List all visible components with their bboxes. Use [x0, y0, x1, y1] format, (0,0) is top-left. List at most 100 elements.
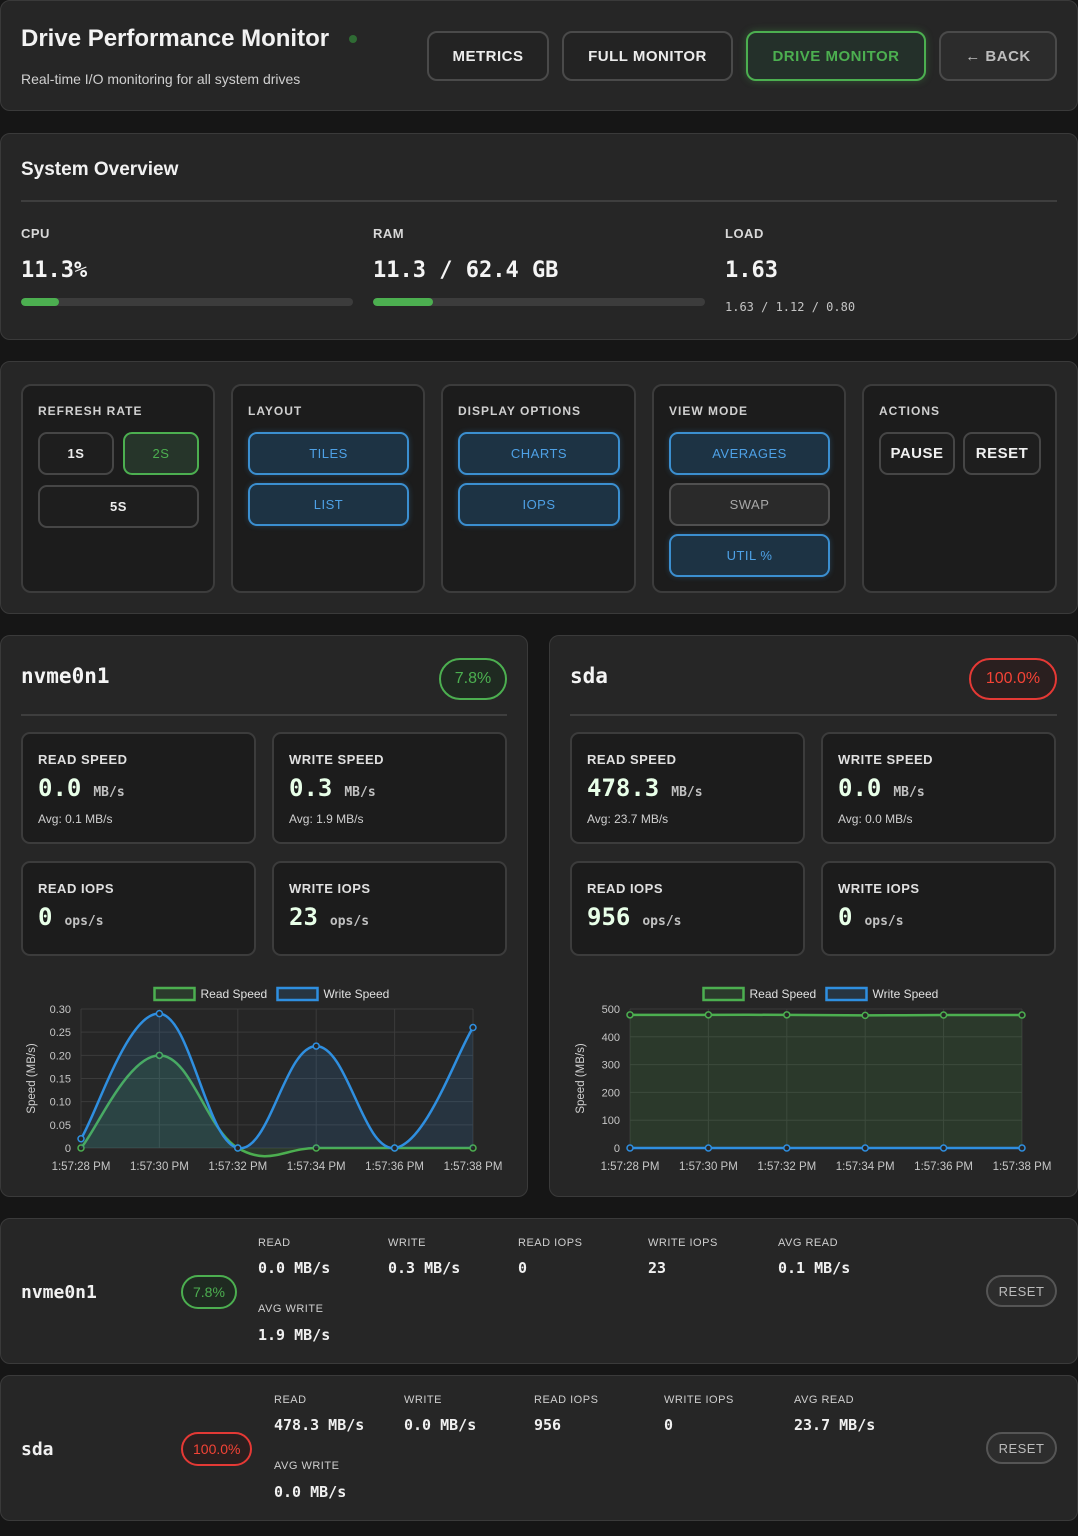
read-speed-avg: Avg: 0.1 MB/s — [38, 812, 113, 826]
app-title: Drive Performance Monitor — [21, 25, 330, 52]
y-tick-label: 300 — [602, 1060, 620, 1072]
legend-swatch — [276, 986, 319, 1002]
data-point — [939, 1011, 948, 1019]
row-write-value: 0.0 MB/s — [404, 1416, 477, 1434]
full-monitor-button[interactable]: FULL MONITOR — [562, 31, 733, 81]
row-avg-read-value: 0.1 MB/s — [778, 1259, 851, 1277]
row-write-iops-value: 0 — [664, 1416, 674, 1434]
actions-group: ACTIONS PAUSE RESET — [862, 384, 1057, 593]
read-speed-tile: READ SPEED 0.0 MB/s Avg: 0.1 MB/s — [21, 732, 256, 844]
ram-value: 11.3 / 62.4 GB — [373, 258, 559, 283]
drive-card-nvme0n1: nvme0n1 7.8% READ SPEED 0.0 MB/s Avg: 0.1… — [0, 635, 528, 1197]
layout-label: LAYOUT — [248, 404, 303, 418]
write-speed-label: WRITE SPEED — [838, 752, 934, 767]
iops-toggle-button[interactable]: IOPS — [458, 483, 620, 526]
read-speed-tile: READ SPEED 478.3 MB/s Avg: 23.7 MB/s — [570, 732, 805, 844]
ram-label: RAM — [373, 226, 405, 241]
read-iops-tile: READ IOPS 0 ops/s — [21, 861, 256, 956]
legend-swatch — [153, 986, 196, 1002]
read-speed-label: READ SPEED — [587, 752, 677, 767]
y-axis-label: Speed (MB/s) — [575, 1043, 587, 1113]
row-util-badge: 100.0% — [181, 1432, 253, 1466]
reset-button[interactable]: RESET — [963, 432, 1041, 475]
y-axis-label: Speed (MB/s) — [26, 1043, 38, 1113]
value-text: 0 — [38, 903, 53, 931]
system-overview-panel: System Overview CPU 11.3% RAM 11.3 / 62.… — [0, 133, 1078, 340]
util-toggle-button[interactable]: UTIL % — [669, 534, 830, 577]
metrics-button[interactable]: METRICS — [427, 31, 549, 81]
value-text: 0.0 — [38, 774, 82, 802]
series-line — [629, 1013, 1023, 1017]
row-read-iops-label: READ IOPS — [534, 1394, 599, 1406]
data-point — [783, 1144, 791, 1152]
row-avg-write-value: 0.0 MB/s — [274, 1483, 347, 1501]
value-text: 0.0 — [838, 774, 882, 802]
row-read-iops-value: 0 — [518, 1259, 528, 1277]
ram-progress-bar — [373, 298, 705, 306]
row-reset-button[interactable]: RESET — [986, 1275, 1057, 1307]
drive-monitor-button[interactable]: DRIVE MONITOR — [746, 31, 926, 81]
data-point — [861, 1144, 869, 1152]
unit-text: MB/s — [893, 785, 925, 800]
x-tick-label: 1:57:32 PM — [757, 1161, 816, 1173]
data-point — [861, 1011, 869, 1020]
swap-toggle-button[interactable]: SWAP — [669, 483, 830, 526]
status-dot-icon — [349, 35, 357, 43]
data-point — [155, 1051, 164, 1060]
y-tick-label: 0.20 — [50, 1050, 71, 1062]
write-speed-avg: Avg: 1.9 MB/s — [289, 812, 364, 826]
y-tick-label: 400 — [602, 1032, 620, 1044]
refresh-1s-button[interactable]: 1S — [38, 432, 114, 475]
load-label: LOAD — [725, 226, 764, 241]
data-point — [234, 1144, 242, 1152]
charts-toggle-button[interactable]: CHARTS — [458, 432, 620, 475]
refresh-5s-button[interactable]: 5S — [38, 485, 199, 528]
cpu-progress-fill — [21, 298, 59, 306]
row-write-iops-label: WRITE IOPS — [664, 1394, 734, 1406]
layout-tiles-button[interactable]: TILES — [248, 432, 409, 475]
data-point — [77, 1134, 85, 1143]
y-tick-label: 500 — [602, 1004, 620, 1016]
unit-text: MB/s — [344, 785, 376, 800]
drive-card-sda: sda 100.0% READ SPEED 478.3 MB/s Avg: 23.… — [549, 635, 1078, 1197]
series-line — [79, 1012, 475, 1150]
x-tick-label: 1:57:34 PM — [836, 1161, 895, 1173]
legend-label: Write Speed — [324, 987, 390, 1001]
ram-progress-fill — [373, 298, 434, 306]
data-point — [77, 1144, 85, 1152]
header-bar: Drive Performance Monitor Real-time I/O … — [0, 0, 1078, 111]
divider — [21, 200, 1057, 202]
data-point — [312, 1144, 320, 1152]
x-tick-label: 1:57:30 PM — [679, 1161, 738, 1173]
y-tick-label: 200 — [602, 1087, 620, 1099]
y-tick-label: 0.05 — [50, 1120, 71, 1132]
row-read-iops-label: READ IOPS — [518, 1237, 583, 1249]
x-tick-label: 1:57:36 PM — [365, 1161, 424, 1173]
row-write-iops-value: 23 — [648, 1259, 667, 1277]
pause-button[interactable]: PAUSE — [879, 432, 955, 475]
drive-name: sda — [570, 664, 608, 688]
layout-list-button[interactable]: LIST — [248, 483, 409, 526]
row-read-value: 478.3 MB/s — [274, 1416, 365, 1434]
x-tick-label: 1:57:30 PM — [130, 1161, 189, 1173]
display-options-group: DISPLAY OPTIONS CHARTS IOPS — [441, 384, 636, 593]
y-tick-label: 0.15 — [50, 1074, 71, 1086]
averages-toggle-button[interactable]: AVERAGES — [669, 432, 830, 475]
drive-name: nvme0n1 — [21, 664, 110, 688]
actions-label: ACTIONS — [879, 404, 940, 418]
row-reset-button[interactable]: RESET — [986, 1432, 1057, 1464]
divider — [570, 714, 1057, 716]
read-iops-label: READ IOPS — [587, 881, 664, 896]
legend-label: Write Speed — [873, 987, 939, 1001]
read-iops-value: 0 ops/s — [38, 903, 104, 931]
util-badge: 7.8% — [439, 658, 507, 700]
row-avg-read-value: 23.7 MB/s — [794, 1416, 876, 1434]
row-write-label: WRITE — [404, 1394, 442, 1406]
x-tick-label: 1:57:34 PM — [287, 1161, 346, 1173]
util-badge: 100.0% — [969, 658, 1057, 700]
value-text: 0.3 — [289, 774, 333, 802]
value-text: 23 — [289, 903, 318, 931]
back-button[interactable]: ← BACK — [939, 31, 1057, 81]
load-averages: 1.63 / 1.12 / 0.80 — [725, 300, 856, 314]
refresh-2s-button[interactable]: 2S — [123, 432, 199, 475]
